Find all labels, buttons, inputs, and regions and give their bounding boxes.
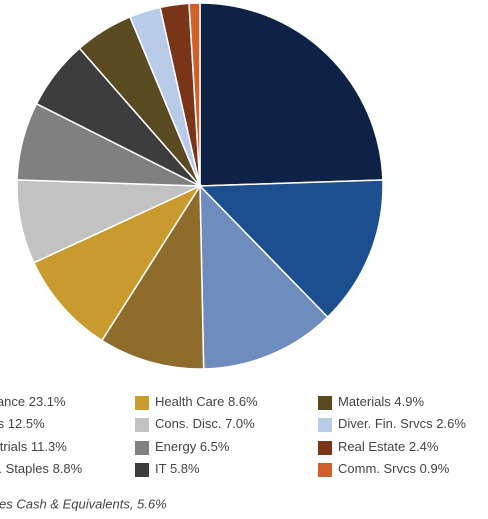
legend-swatch	[318, 418, 332, 432]
pie-slice	[198, 179, 384, 319]
legend-name: Health Care	[155, 394, 224, 409]
legend-name: IT	[155, 461, 167, 476]
legend-label: Industrials 11.3%	[0, 439, 67, 454]
legend-name: Insurance	[0, 394, 25, 409]
legend-label: Materials 4.9%	[338, 394, 424, 409]
legend-value: 0.9%	[420, 461, 450, 476]
legend-label: Comm. Srvcs 0.9%	[338, 461, 450, 476]
legend-label: Cons. Staples 8.8%	[0, 461, 83, 476]
legend-value: 5.8%	[170, 461, 200, 476]
legend-label: Energy 6.5%	[155, 439, 230, 454]
legend-name: Diver. Fin. Srvcs	[338, 416, 433, 431]
legend-label: Banks 12.5%	[0, 416, 45, 431]
pie-slice	[188, 2, 201, 187]
footnote: Excludes Cash & Equivalents, 5.6%	[0, 496, 167, 511]
legend-label: Health Care 8.6%	[155, 394, 258, 409]
legend-value: 2.4%	[409, 439, 439, 454]
legend-name: Cons. Staples	[0, 461, 49, 476]
legend-swatch	[135, 418, 149, 432]
legend-swatch	[135, 463, 149, 477]
pie-slice	[199, 2, 384, 187]
legend-value: 8.8%	[53, 461, 83, 476]
legend-name: Banks	[0, 416, 5, 431]
legend-value: 6.5%	[200, 439, 230, 454]
pie-slice	[32, 184, 202, 342]
legend-label: IT 5.8%	[155, 461, 200, 476]
legend-value: 12.5%	[8, 416, 45, 431]
legend-swatch	[318, 441, 332, 455]
legend-value: 2.6%	[436, 416, 466, 431]
legend-name: Materials	[338, 394, 391, 409]
legend-label: Diver. Fin. Srvcs 2.6%	[338, 416, 466, 431]
legend-value: 7.0%	[225, 416, 255, 431]
legend-name: Industrials	[0, 439, 28, 454]
legend-name: Comm. Srvcs	[338, 461, 417, 476]
pie-slice	[100, 183, 205, 370]
pie-slice	[199, 184, 329, 370]
legend-label: Cons. Disc. 7.0%	[155, 416, 255, 431]
legend-name: Cons. Disc.	[155, 416, 221, 431]
legend-label: Real Estate 2.4%	[338, 439, 439, 454]
legend-name: Real Estate	[338, 439, 405, 454]
legend-label: Insurance 23.1%	[0, 394, 66, 409]
legend-value: 11.3%	[31, 439, 67, 454]
legend-name: Energy	[155, 439, 197, 454]
legend-value: 23.1%	[29, 394, 66, 409]
legend-value: 8.6%	[228, 394, 258, 409]
legend-swatch	[318, 396, 332, 410]
legend-value: 4.9%	[394, 394, 424, 409]
legend-swatch	[318, 463, 332, 477]
legend-swatch	[135, 441, 149, 455]
legend-swatch	[135, 396, 149, 410]
